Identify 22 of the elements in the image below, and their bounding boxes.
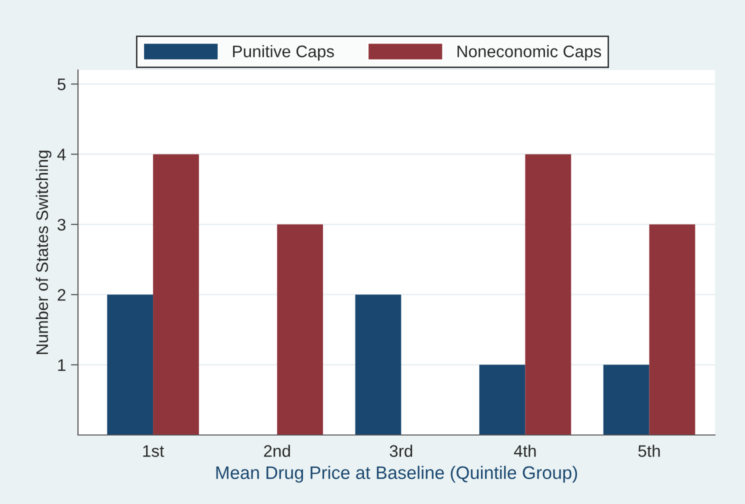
y-tick-label: 3 xyxy=(58,218,66,231)
x-tick-label: 1st xyxy=(143,445,164,457)
x-tick-label: 4th xyxy=(514,444,536,457)
bar xyxy=(277,224,323,435)
legend-label: Punitive Caps xyxy=(233,45,334,61)
bar xyxy=(479,364,526,435)
legend-label: Noneconomic Caps xyxy=(458,45,602,61)
x-tick-label: 3rd xyxy=(390,444,412,457)
bar xyxy=(649,224,696,435)
bar xyxy=(355,294,402,435)
y-tick-label: 1 xyxy=(58,359,66,371)
y-axis-title: Number of States Switching xyxy=(36,150,52,354)
bar xyxy=(525,154,572,435)
x-axis-title: Mean Drug Price at Baseline (Quintile Group) xyxy=(216,466,578,483)
bar xyxy=(153,154,199,435)
y-tick-label: 2 xyxy=(58,289,66,301)
bar xyxy=(603,364,650,435)
y-tick-label: 5 xyxy=(58,78,66,90)
x-tick-label: 5th xyxy=(638,444,660,457)
x-tick-label: 2nd xyxy=(264,444,290,457)
bar xyxy=(107,294,154,435)
y-tick-label: 4 xyxy=(57,148,66,160)
